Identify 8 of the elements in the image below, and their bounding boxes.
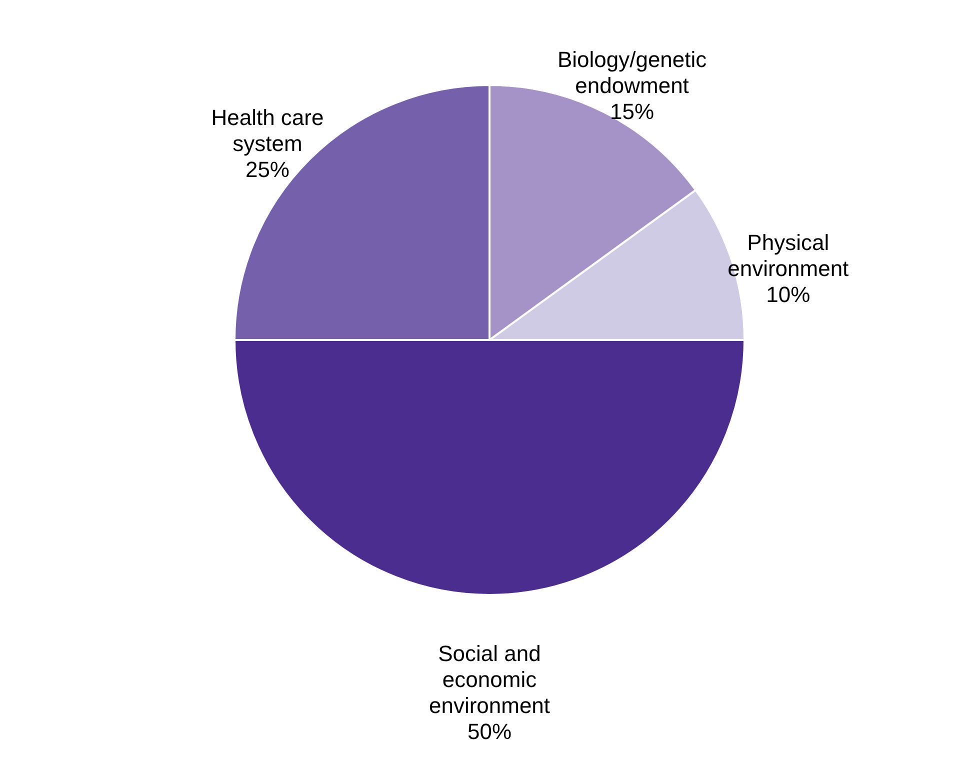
data-label: 15% (610, 99, 654, 124)
slice-label: Social and economic environment (428, 641, 550, 718)
slice-label: Biology/genetic endowment (557, 47, 707, 98)
slice-label: Health care system (211, 104, 324, 156)
data-label: 25% (245, 156, 290, 182)
slice-label: Physical environment (728, 230, 849, 281)
data-label: 50% (467, 719, 512, 744)
data-label: 10% (766, 282, 810, 307)
